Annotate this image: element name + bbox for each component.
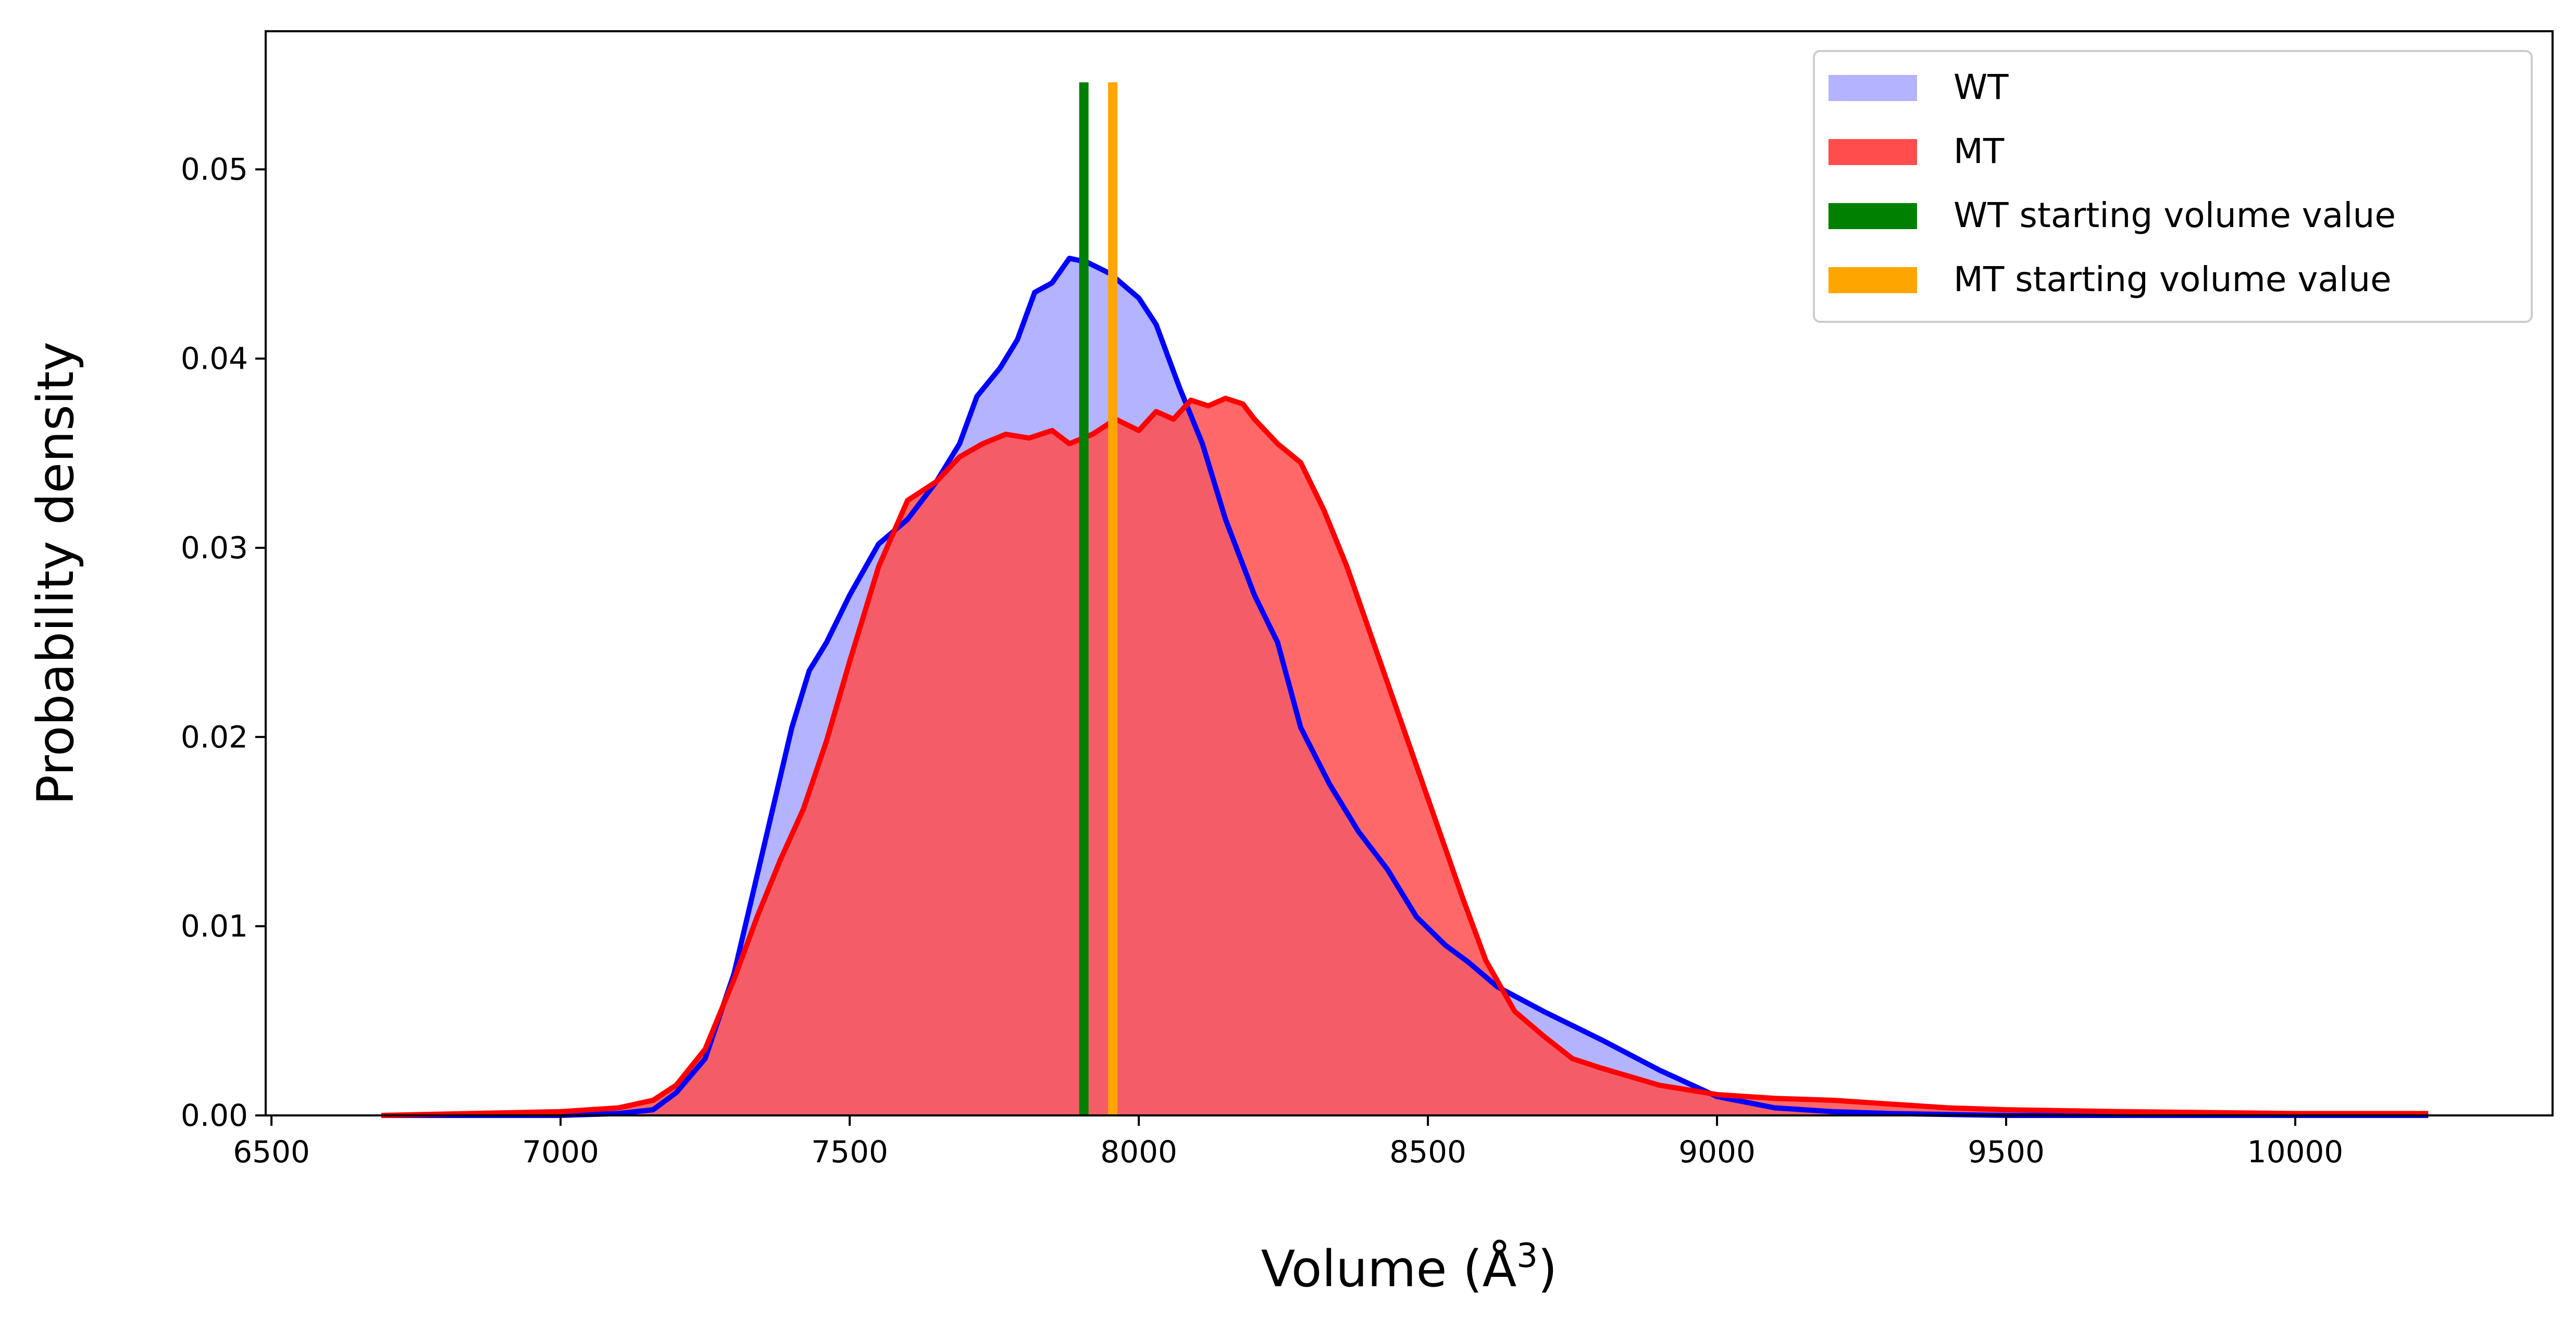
y-axis: 0.00 0.01 0.02 0.03 0.04 0.05: [181, 152, 266, 1133]
legend-entry-wt: WT: [1828, 67, 2009, 107]
legend-swatch: [1828, 75, 1917, 101]
x-axis-label-superscript: 3: [1516, 1237, 1538, 1275]
y-tick-label: 0.05: [181, 152, 248, 187]
legend-swatch: [1828, 203, 1917, 229]
x-tick-label: 6500: [233, 1134, 310, 1170]
x-tick-label: 7000: [522, 1134, 599, 1170]
x-tick-label: 7500: [811, 1134, 888, 1170]
legend-entry-mt: MT: [1828, 131, 2005, 171]
x-axis-label-text: Volume (Å: [1261, 1239, 1517, 1298]
y-tick-label: 0.03: [181, 530, 248, 566]
x-tick-label: 8000: [1100, 1134, 1177, 1170]
legend-label: WT: [1953, 67, 2009, 107]
y-tick-label: 0.00: [181, 1098, 248, 1133]
x-tick-label: 10000: [2247, 1134, 2344, 1170]
y-axis-label: Probability density: [27, 342, 85, 805]
legend-label: MT: [1953, 131, 2005, 171]
x-tick-label: 8500: [1389, 1134, 1466, 1170]
y-tick-label: 0.04: [181, 341, 248, 376]
x-tick-label: 9000: [1678, 1134, 1756, 1170]
x-axis-label: Volume (Å3): [1261, 1237, 1558, 1298]
x-axis: 6500 7000 7500 8000 8500 9000 9500 10000: [233, 1115, 2343, 1170]
y-tick-label: 0.01: [181, 909, 248, 944]
plot-frame: [265, 30, 2554, 1116]
legend-box: [1813, 50, 2533, 323]
legend-label: WT starting volume value: [1953, 195, 2396, 235]
legend-entry-wt-start: WT starting volume value: [1828, 195, 2396, 235]
legend-label: MT starting volume value: [1953, 259, 2392, 299]
area-mt: [381, 398, 2429, 1115]
x-tick-label: 9500: [1968, 1134, 2045, 1170]
legend-swatch: [1828, 267, 1917, 293]
line-mt: [381, 395, 2429, 1118]
line-wt: [381, 256, 2429, 1118]
plot-area: [381, 82, 2429, 1118]
legend-entry-mt-start: MT starting volume value: [1828, 259, 2392, 299]
legend-swatch: [1828, 139, 1917, 165]
legend: WT MT WT starting volume value MT starting …: [1813, 50, 2533, 323]
y-tick-label: 0.02: [181, 719, 248, 755]
x-axis-label-close: ): [1538, 1240, 1557, 1298]
